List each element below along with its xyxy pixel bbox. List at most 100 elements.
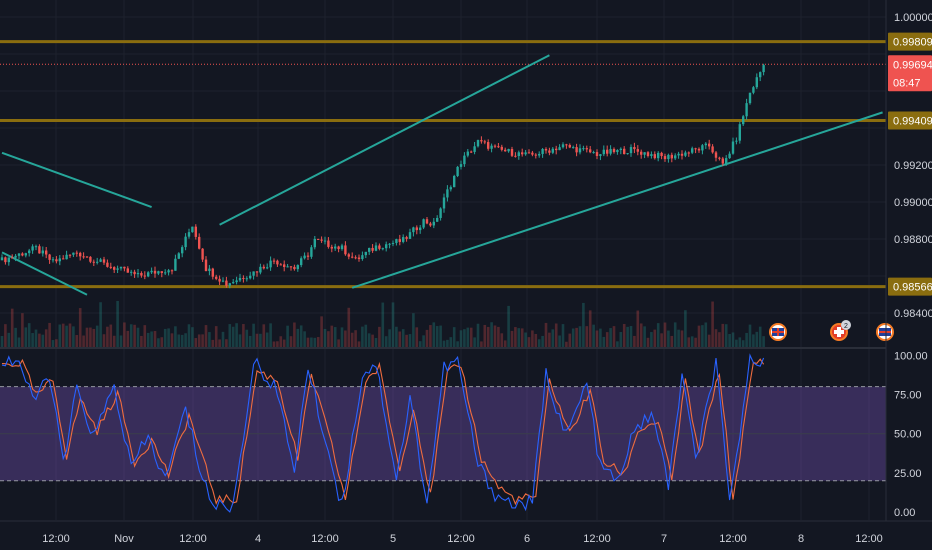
- candle-body: [340, 245, 344, 250]
- volume-bar: [741, 340, 745, 347]
- price-axis[interactable]: 1.00000 0.99200 0.99000 0.98800 0.98400: [885, 0, 932, 521]
- volume-bar: [228, 324, 232, 347]
- volume-bar: [55, 339, 58, 347]
- candle-body: [232, 282, 235, 284]
- candle-body: [687, 152, 690, 154]
- volume-bar: [109, 324, 113, 347]
- price-tick-label: 0.98400: [894, 308, 932, 320]
- volume-bar: [517, 328, 521, 347]
- candle-body: [41, 250, 44, 254]
- time-tick-label: 12:00: [311, 533, 339, 545]
- candle-body: [575, 147, 578, 153]
- candle-body: [425, 219, 429, 224]
- volume-bar: [163, 328, 167, 347]
- oscillator-d-line: [1, 358, 765, 506]
- candle-body: [653, 154, 656, 159]
- volume-bar: [95, 325, 99, 347]
- volume-bar: [493, 325, 497, 347]
- candle-body: [612, 148, 616, 153]
- candle-body: [330, 246, 333, 249]
- candle-body: [21, 253, 24, 256]
- candle-body: [181, 247, 184, 254]
- candle-body: [483, 141, 486, 143]
- time-tick-label: Nov: [114, 533, 134, 545]
- volume-bar: [384, 336, 388, 347]
- trend-lines[interactable]: [1, 54, 883, 296]
- volume-bar: [272, 341, 276, 347]
- volume-bar: [571, 328, 575, 347]
- candle-body: [225, 280, 228, 286]
- time-axis[interactable]: 12:00 Nov 12:00 4 12:00 5 12:00 6 12:00 7 12:00 8 12…: [0, 520, 932, 545]
- volume-bar: [755, 331, 759, 347]
- volume-bar: [670, 335, 674, 347]
- volume-bar: [473, 337, 476, 347]
- volume-bar: [561, 324, 565, 347]
- candle-body: [422, 219, 425, 228]
- price-tick-label: 0.99000: [894, 197, 932, 209]
- price-tick-label: 0.99200: [894, 160, 932, 172]
- volume-bar: [694, 337, 697, 347]
- candle-body: [317, 238, 320, 240]
- candle-body: [616, 150, 619, 153]
- volume-bar: [221, 331, 225, 347]
- candle-body: [378, 245, 381, 249]
- horizontal-levels[interactable]: [0, 40, 886, 289]
- volume-bar: [48, 322, 51, 347]
- volume-bar: [10, 308, 14, 347]
- event-marker-uk-flag-icon[interactable]: [876, 323, 894, 341]
- volume-bar: [667, 330, 670, 347]
- trend-line[interactable]: [351, 111, 883, 289]
- candle-body: [402, 237, 405, 242]
- volume-bar: [140, 335, 143, 347]
- candle-body: [714, 152, 718, 158]
- volume-bar: [289, 336, 293, 347]
- candle-body: [412, 227, 415, 233]
- candle-body: [252, 271, 255, 276]
- volume-bar: [167, 328, 170, 347]
- volume-bar: [449, 337, 453, 347]
- volume-bar: [136, 327, 140, 347]
- candle-body: [361, 255, 364, 260]
- candle-body: [368, 247, 371, 252]
- candle-body: [538, 153, 541, 156]
- trend-line[interactable]: [1, 151, 152, 208]
- event-marker-swiss-flag-icon[interactable]: 2: [830, 320, 851, 341]
- trend-line[interactable]: [1, 251, 88, 296]
- candle-body: [663, 156, 667, 160]
- volume-bar: [327, 331, 330, 347]
- event-marker-uk-flag-icon[interactable]: [769, 323, 787, 341]
- candle-body: [521, 152, 524, 155]
- candle-body: [106, 262, 109, 267]
- volume-bar: [344, 330, 347, 347]
- volume-bar: [510, 330, 514, 347]
- candle-body: [728, 153, 731, 159]
- level-tag-low: 0.98566: [893, 282, 932, 294]
- volume-bar: [578, 326, 582, 347]
- candle-body: [704, 143, 707, 146]
- candle-body: [408, 232, 412, 239]
- candle-body: [752, 87, 755, 93]
- oscillator-k-line: [1, 353, 765, 513]
- candle-body: [123, 266, 126, 269]
- volume-bar: [235, 323, 238, 347]
- candle-body: [82, 256, 85, 258]
- candle-body: [643, 152, 646, 155]
- volume-bar: [374, 338, 378, 347]
- volume-bar: [262, 324, 266, 347]
- oscillator-axis[interactable]: 100.00 75.00 50.00 25.00 0.00: [894, 350, 928, 519]
- volume-bar: [728, 334, 731, 347]
- trend-line[interactable]: [219, 54, 550, 226]
- volume-bar: [153, 331, 157, 347]
- candle-body: [357, 257, 361, 260]
- price-tick-label: 0.98800: [894, 234, 932, 246]
- current-price-tag: 0.99694: [893, 59, 932, 71]
- volume-bar: [367, 333, 371, 347]
- event-markers[interactable]: 2: [769, 320, 894, 341]
- volume-bar: [350, 332, 354, 347]
- candle-body: [439, 208, 442, 218]
- volume-bar: [490, 322, 493, 347]
- oscillator-tick-label: 50.00: [894, 429, 922, 441]
- candle-body: [606, 149, 609, 154]
- candle-body: [296, 265, 299, 270]
- volume-bar: [191, 327, 194, 347]
